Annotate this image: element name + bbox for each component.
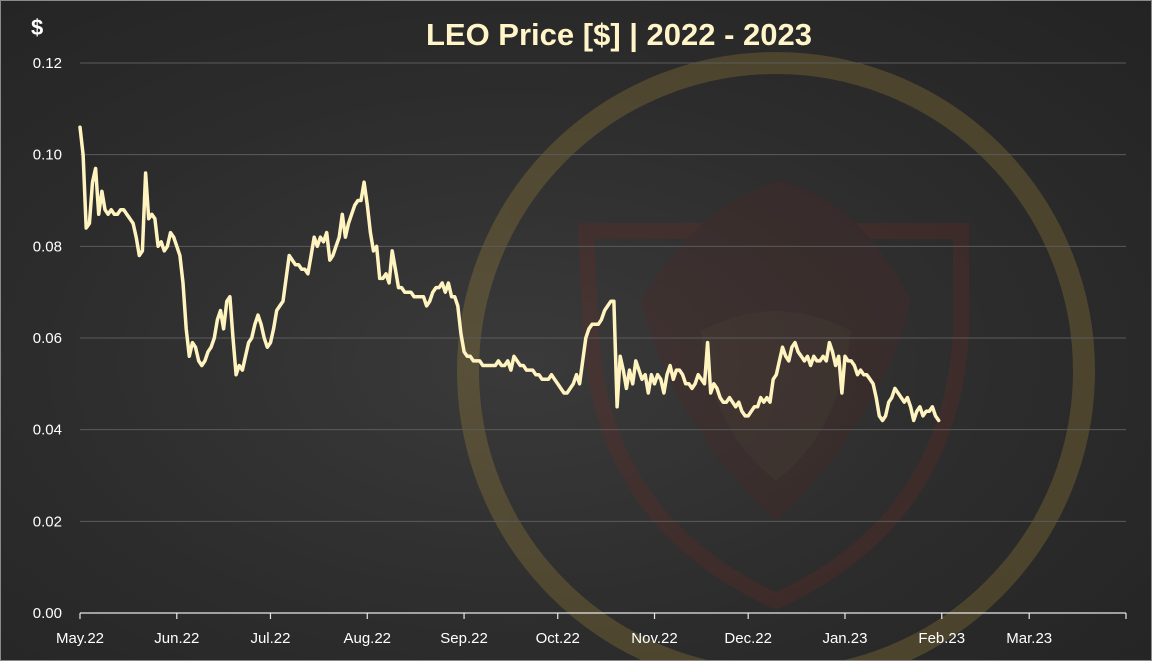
y-axis-ticks: 0.00 0.02 0.04 0.06 0.08 0.10 0.12 xyxy=(33,55,62,622)
x-tick-label: Sep.22 xyxy=(440,630,488,647)
y-tick-label: 0.04 xyxy=(33,422,62,439)
x-tick-label: Oct.22 xyxy=(536,630,580,647)
x-tick-label: Feb.23 xyxy=(918,630,965,647)
y-tick-label: 0.00 xyxy=(33,605,62,622)
x-tick-label: Mar.23 xyxy=(1006,630,1052,647)
y-tick-label: 0.10 xyxy=(33,147,62,164)
y-tick-label: 0.02 xyxy=(33,513,62,530)
x-tick-label: May.22 xyxy=(56,630,104,647)
y-axis-unit-label: $ xyxy=(31,15,43,40)
x-tick-label: Aug.22 xyxy=(343,630,391,647)
y-tick-label: 0.12 xyxy=(33,55,62,72)
x-tick-label: Jun.22 xyxy=(154,630,199,647)
y-tick-label: 0.06 xyxy=(33,330,62,347)
series-line-leo-price xyxy=(78,125,941,423)
x-tick-label: Dec.22 xyxy=(724,630,772,647)
lion-logo-watermark xyxy=(457,52,1095,660)
x-tick-label: Nov.22 xyxy=(631,630,677,647)
x-tick-label: Jul.22 xyxy=(250,630,290,647)
x-tick-label: Jan.23 xyxy=(822,630,867,647)
gridlines xyxy=(80,62,1126,522)
x-axis: May.22 Jun.22 Jul.22 Aug.22 Sep.22 Oct.22 Nov.… xyxy=(56,612,1127,647)
chart-title: LEO Price [$] | 2022 - 2023 xyxy=(426,17,812,52)
y-tick-label: 0.08 xyxy=(33,238,62,255)
